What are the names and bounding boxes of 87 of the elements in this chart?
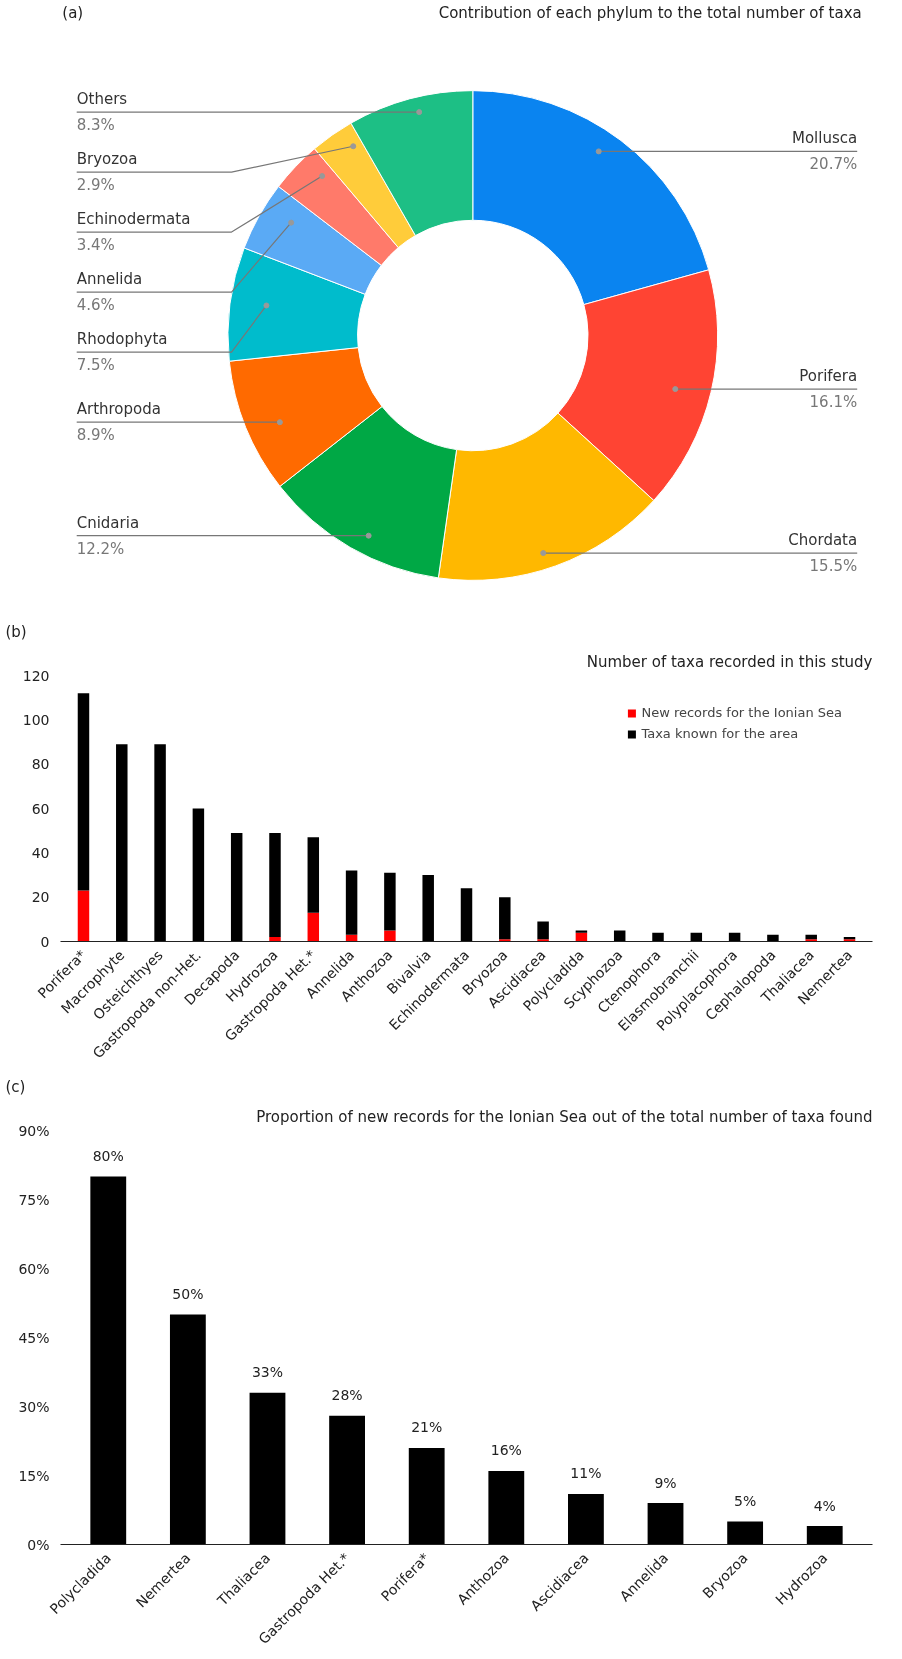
y-tick-label: 0 [40, 933, 50, 950]
y-tick-label: 30% [18, 1398, 50, 1415]
bar [90, 1176, 127, 1545]
chart-title: Number of taxa recorded in this study [586, 652, 873, 671]
data-label: 4% [813, 1497, 836, 1514]
y-tick-label: 100 [22, 711, 50, 728]
slice-label: Cnidaria [76, 513, 140, 532]
data-label: 5% [734, 1493, 757, 1510]
bar [307, 837, 320, 913]
data-label: 16% [490, 1442, 522, 1459]
slice-label: Chordata [788, 531, 858, 550]
y-tick-label: 60 [31, 800, 50, 817]
bar [169, 1314, 206, 1545]
data-label: 50% [172, 1286, 204, 1303]
text: (c) [5, 1077, 26, 1096]
bar [806, 1526, 843, 1545]
bar [613, 930, 626, 942]
bar [154, 744, 166, 942]
slice-label: Porifera [799, 367, 858, 386]
slice-label: Bryozoa [76, 150, 138, 169]
data-label: 9% [654, 1474, 677, 1491]
bar [249, 1392, 286, 1545]
bar [652, 932, 664, 942]
bar [408, 1447, 445, 1545]
bar [307, 912, 320, 942]
bar [77, 890, 90, 942]
bar [499, 897, 511, 940]
bar [575, 930, 588, 933]
bar [384, 872, 396, 931]
slice-label: Mollusca [791, 129, 858, 148]
bar [499, 939, 511, 942]
bar [805, 934, 817, 940]
bar [568, 1493, 604, 1545]
bar [537, 939, 549, 942]
bar [767, 934, 779, 942]
bar [192, 808, 205, 942]
bar [269, 937, 281, 942]
bar [727, 1521, 764, 1545]
data-label: 15.5% [809, 557, 858, 576]
y-tick-label: 15% [18, 1467, 50, 1484]
data-label: 20.7% [809, 155, 858, 174]
slice-label: Annelida [76, 270, 143, 289]
data-label: 2.9% [76, 176, 115, 195]
data-label: 3.4% [76, 236, 115, 255]
data-label: 8.9% [76, 426, 115, 445]
data-label: 16.1% [809, 393, 858, 412]
text: (b) [5, 622, 27, 641]
y-tick-label: 80 [31, 756, 50, 773]
data-label: 8.3% [76, 116, 115, 135]
text: (a) [62, 3, 84, 22]
bar [805, 939, 817, 942]
slice-label: Rhodophyta [76, 330, 168, 349]
y-tick-label: 90% [18, 1122, 50, 1139]
data-label: 33% [251, 1364, 284, 1381]
bar [422, 875, 434, 942]
bar [647, 1503, 684, 1545]
bar [345, 870, 358, 935]
y-tick-label: 120 [22, 667, 50, 684]
data-label: 11% [570, 1465, 602, 1482]
data-label: 21% [411, 1419, 443, 1436]
y-tick-label: 20 [31, 889, 50, 906]
bar [537, 921, 549, 940]
bar [488, 1470, 525, 1545]
bar [230, 832, 243, 942]
y-tick-label: 75% [18, 1191, 50, 1208]
chart-title: Proportion of new records for the Ionian Sea out of the total number of taxa found [256, 1107, 873, 1126]
legend-label: Taxa known for the area [641, 726, 799, 741]
data-label: 80% [92, 1148, 124, 1165]
y-tick-label: 0% [27, 1536, 50, 1553]
bar [329, 1415, 365, 1545]
slice-label: Arthropoda [76, 400, 161, 419]
data-label: 12.2% [76, 539, 125, 558]
bar [269, 832, 281, 938]
data-label: 7.5% [76, 356, 115, 375]
bar [460, 888, 473, 942]
y-tick-label: 40 [31, 844, 50, 861]
legend-label: New records for the Ionian Sea [641, 705, 842, 720]
data-label: 4.6% [76, 296, 115, 315]
data-label: 28% [331, 1387, 363, 1404]
bar [116, 744, 128, 942]
bar [384, 930, 396, 942]
slice-label: Echinodermata [76, 210, 191, 229]
bar [77, 693, 90, 891]
y-tick-label: 60% [18, 1260, 50, 1277]
slice-label: Others [76, 90, 128, 109]
y-tick-label: 45% [18, 1329, 50, 1346]
chart-title: Contribution of each phylum to the total number of taxa [438, 3, 862, 22]
